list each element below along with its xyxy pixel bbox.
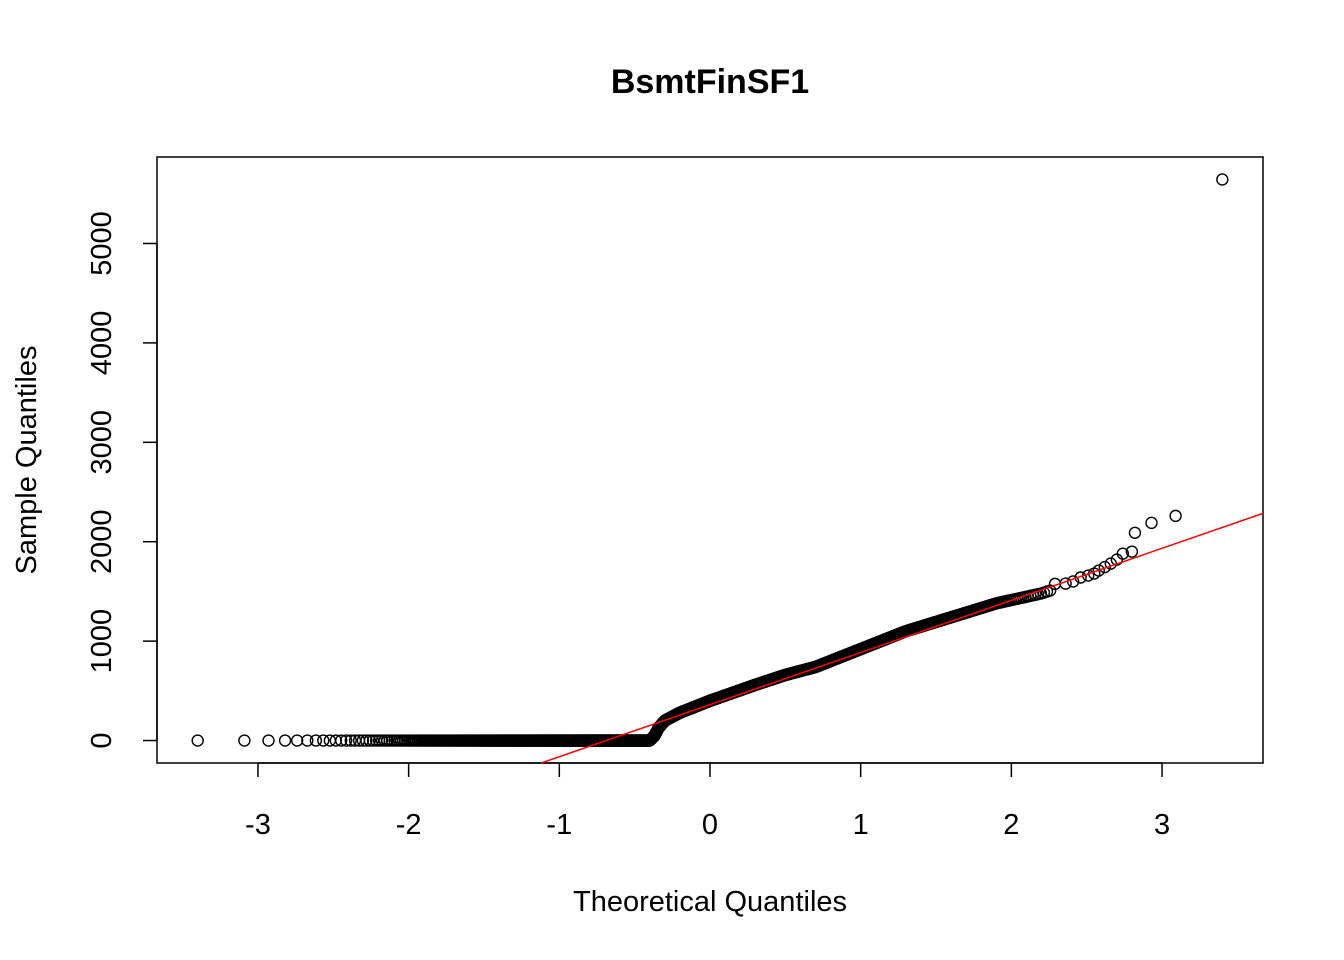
data-point [1098, 560, 1111, 574]
data-point [1128, 526, 1142, 539]
x-axis: -3 -2 -1 0 1 2 3 [245, 762, 1170, 841]
x-tick-label: -3 [245, 809, 271, 841]
data-points [191, 173, 1229, 747]
data-point [339, 734, 353, 747]
data-point [238, 734, 251, 747]
x-tick-label: 3 [1154, 809, 1170, 841]
y-tick-label: 4000 [86, 311, 118, 376]
data-point [1092, 564, 1105, 577]
data-point [1145, 516, 1158, 530]
x-tick-label: -2 [396, 809, 422, 841]
data-point [1074, 571, 1087, 584]
data-point [290, 734, 304, 747]
data-point [301, 734, 314, 747]
data-point [356, 734, 370, 747]
x-axis-label: Theoretical Quantiles [573, 886, 847, 918]
x-tick-label: 2 [1003, 809, 1019, 841]
reference-line [540, 512, 1264, 764]
data-point [317, 734, 330, 747]
y-axis: 0 1000 2000 3000 4000 5000 [86, 211, 158, 749]
data-point [344, 734, 357, 747]
x-tick-label: 0 [702, 809, 718, 841]
data-point [1169, 509, 1182, 523]
data-point [262, 734, 275, 747]
x-tick-label: -1 [546, 809, 572, 841]
plot-box [156, 156, 1264, 764]
data-point [1216, 173, 1229, 186]
data-point [278, 734, 292, 747]
y-axis-label: Sample Quantiles [11, 346, 43, 575]
y-tick-label: 0 [86, 732, 118, 748]
data-point [191, 734, 204, 747]
data-point [363, 734, 377, 747]
data-point [1116, 547, 1130, 560]
y-tick-label: 3000 [86, 410, 118, 475]
data-point [360, 734, 373, 747]
data-point [309, 734, 323, 747]
chart-title: BsmtFinSF1 [611, 63, 809, 101]
x-tick-label: 1 [853, 809, 869, 841]
data-point [335, 734, 348, 747]
reference-line-group [540, 512, 1264, 764]
data-point [1125, 545, 1139, 558]
y-tick-label: 5000 [86, 211, 118, 276]
y-tick-label: 2000 [86, 509, 118, 574]
y-tick-label: 1000 [86, 609, 118, 674]
